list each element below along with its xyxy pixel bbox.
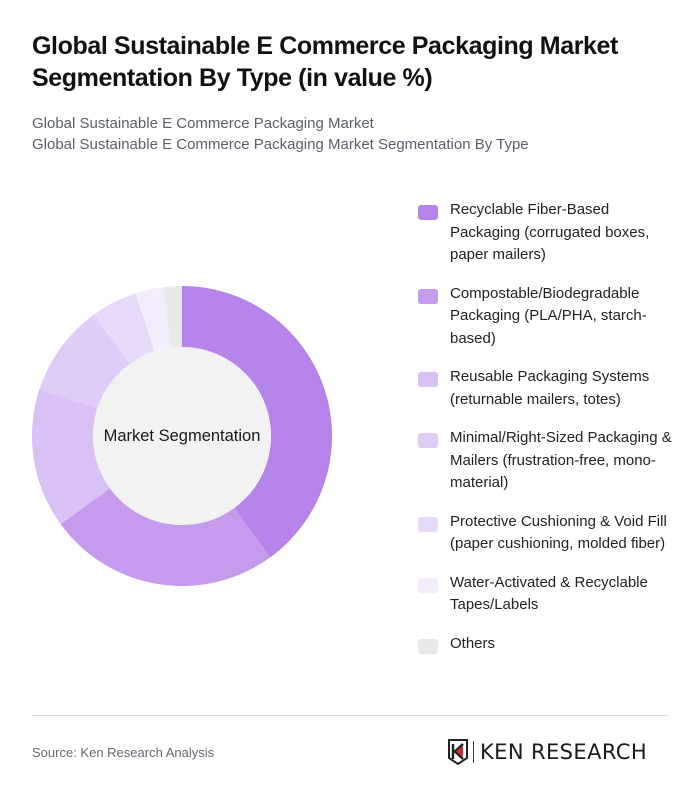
legend-label: Reusable Packaging Systems (returnable m… — [450, 368, 650, 408]
source-note: Source: Ken Research Analysis — [32, 745, 215, 760]
legend-item: Water-Activated & Recyclable Tapes/Label… — [418, 572, 678, 617]
subtitle-line-1: Global Sustainable E Commerce Packaging … — [32, 115, 374, 132]
footer-divider — [32, 715, 668, 716]
donut-segment — [182, 286, 332, 558]
ken-research-logo: KEN RESEARCH — [447, 738, 647, 766]
legend-label: Protective Cushioning & Void Fill (paper… — [450, 512, 667, 553]
ken-research-logo-icon — [448, 739, 468, 765]
legend-label: Minimal/Right-Sized Packaging & Mailers … — [450, 429, 672, 491]
legend-swatch — [418, 638, 438, 654]
donut-segment — [135, 287, 171, 352]
donut-center-label: Market Segmentation — [103, 427, 261, 445]
logo-separator — [473, 741, 474, 763]
legend-item: Minimal/Right-Sized Packaging & Mailers … — [418, 427, 678, 495]
legend-swatch — [418, 372, 438, 387]
logo-text: KEN RESEARCH — [480, 740, 648, 764]
chart-title: Global Sustainable E Commerce Packaging … — [32, 32, 618, 92]
legend-label: Water-Activated & Recyclable Tapes/Label… — [450, 573, 648, 614]
donut-segment — [39, 314, 130, 409]
legend-swatch — [418, 577, 438, 593]
chart-legend: Recyclable Fiber-Based Packaging (corrug… — [418, 199, 678, 671]
legend-label: Others — [450, 634, 496, 652]
legend-item: Reusable Packaging Systems (returnable m… — [418, 366, 678, 411]
donut-segment — [163, 286, 182, 348]
legend-label: Recyclable Fiber-Based Packaging (corrug… — [450, 201, 650, 263]
legend-item: Recyclable Fiber-Based Packaging (corrug… — [418, 199, 678, 267]
legend-item: Others — [418, 633, 678, 656]
legend-swatch — [418, 205, 438, 220]
legend-label: Compostable/Biodegradable Packaging (PLA… — [450, 284, 647, 347]
donut-segment — [93, 293, 155, 364]
legend-swatch — [418, 433, 438, 448]
legend-item: Protective Cushioning & Void Fill (paper… — [418, 511, 678, 556]
legend-item: Compostable/Biodegradable Packaging (PLA… — [418, 283, 678, 351]
donut-segment — [60, 488, 271, 586]
chart-subtitle: Global Sustainable E Commerce Packaging … — [32, 113, 672, 155]
legend-swatch — [418, 288, 438, 304]
donut-chart — [31, 286, 332, 586]
subtitle-line-2: Global Sustainable E Commerce Packaging … — [32, 136, 529, 153]
legend-swatch — [418, 516, 438, 532]
donut-segment — [31, 389, 110, 525]
donut-hole — [93, 347, 271, 525]
